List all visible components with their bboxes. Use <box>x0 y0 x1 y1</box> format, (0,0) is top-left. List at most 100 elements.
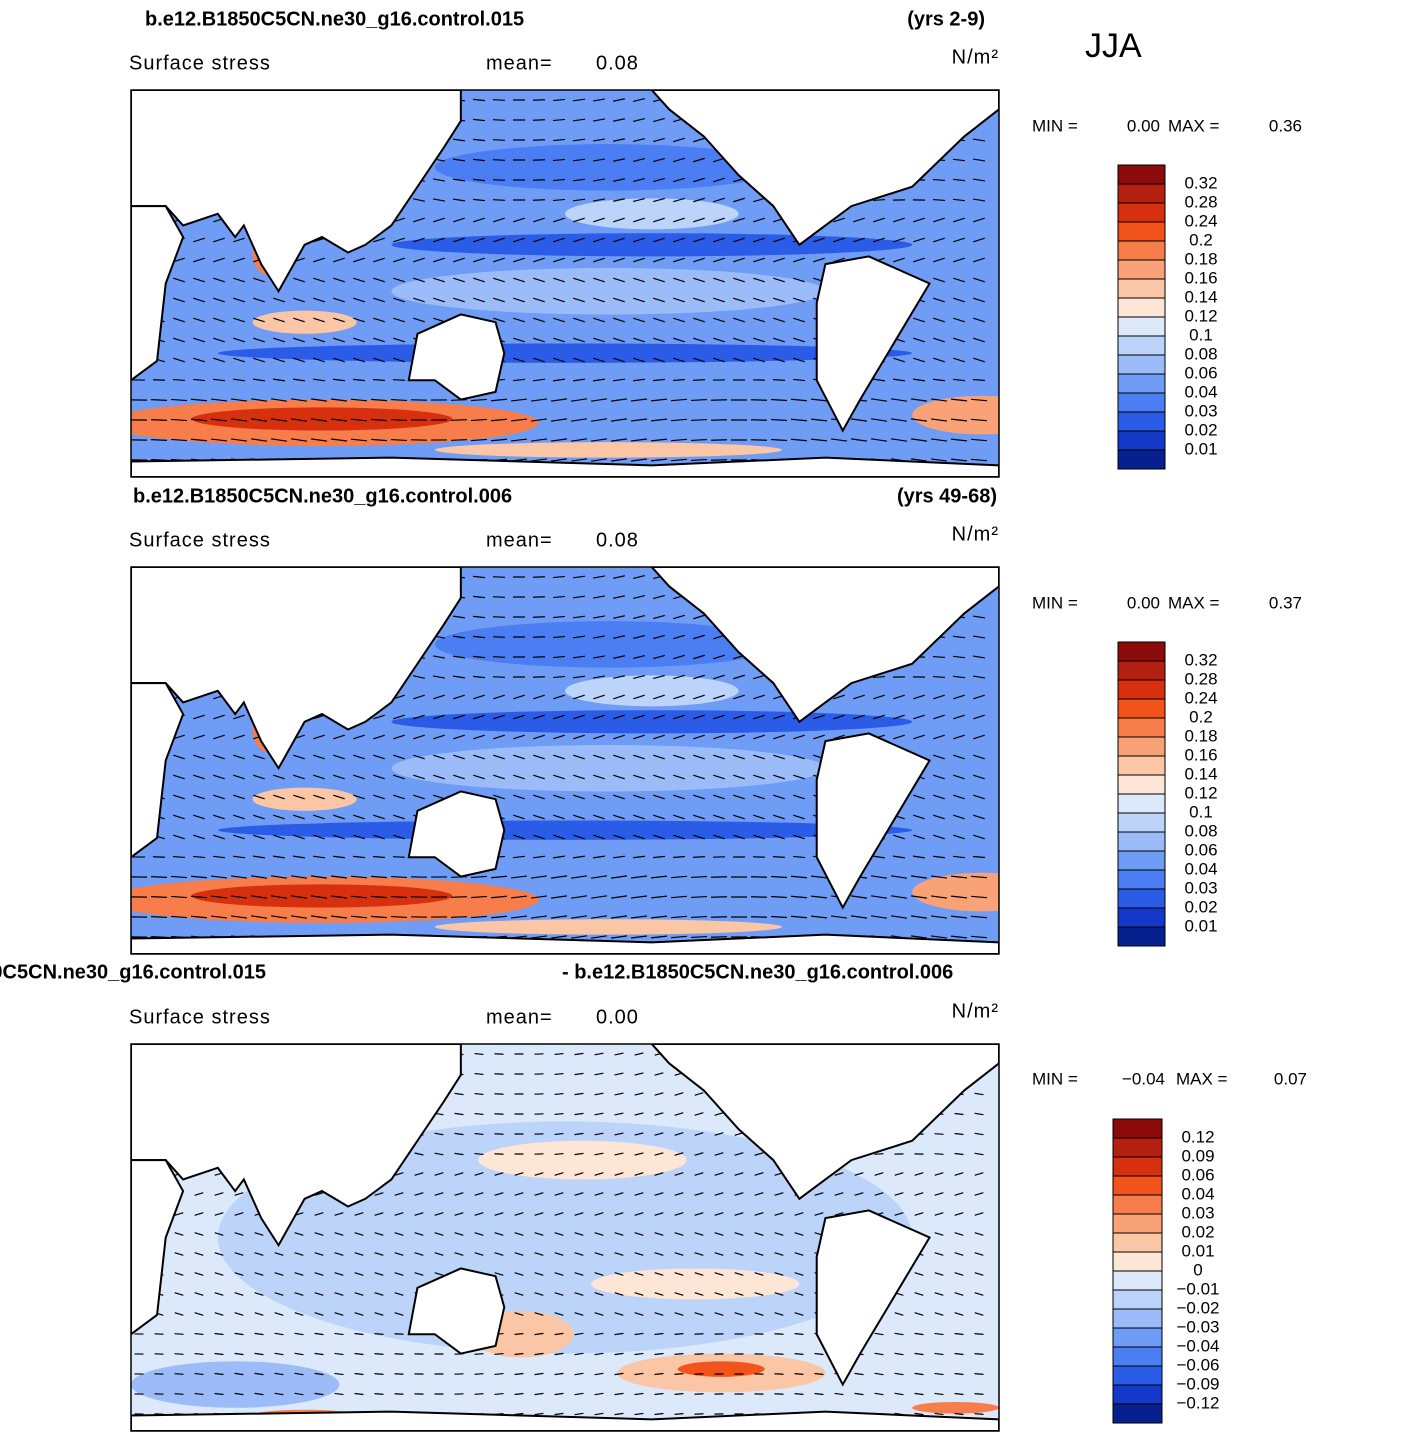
wind-vector <box>214 1252 224 1256</box>
wind-vector <box>212 378 226 382</box>
wind-vector <box>872 378 886 382</box>
wind-vector <box>633 217 645 223</box>
wind-vector <box>193 337 205 343</box>
wind-vector <box>330 398 348 402</box>
wind-vector <box>552 635 566 639</box>
wind-vector <box>790 915 808 919</box>
wind-vector <box>273 794 285 800</box>
wind-vector <box>893 357 905 363</box>
wind-vector <box>413 774 425 780</box>
wind-vector <box>694 1152 704 1156</box>
wind-vector <box>854 1192 864 1196</box>
wind-vector <box>814 1352 824 1356</box>
wind-vector <box>754 1152 764 1156</box>
case-title: b.e12.B1850C5CN.ne30_g16.control.015 <box>145 8 524 30</box>
wind-vector <box>714 1272 724 1276</box>
wind-vector <box>494 1252 504 1256</box>
colorbar-label: 0.28 <box>1184 192 1217 211</box>
wind-vector <box>973 834 985 840</box>
wind-vector <box>953 357 965 363</box>
wind-vector <box>930 398 948 402</box>
wind-vector <box>653 337 665 343</box>
wind-vector <box>873 217 885 223</box>
wind-vector <box>592 575 606 579</box>
wind-vector <box>492 576 506 578</box>
wind-vector <box>694 1413 704 1415</box>
wind-vector <box>374 1292 384 1296</box>
wind-vector <box>653 594 665 600</box>
wind-vector <box>473 297 485 303</box>
wind-vector <box>653 634 665 640</box>
wind-vector <box>633 337 645 343</box>
wind-vector <box>653 297 665 303</box>
stress-field <box>391 233 913 257</box>
wind-vector <box>613 277 625 283</box>
wind-vector <box>934 1252 944 1256</box>
wind-vector <box>950 915 968 919</box>
wind-vector <box>653 257 665 263</box>
wind-vector <box>394 1312 404 1316</box>
wind-vector <box>313 297 325 303</box>
colorbar-label: 0.06 <box>1181 1165 1214 1184</box>
wind-vector <box>354 1212 364 1216</box>
wind-vector <box>834 1192 844 1196</box>
wind-vector <box>614 1072 624 1076</box>
wind-vector <box>174 1252 184 1256</box>
wind-vector <box>530 875 548 879</box>
wind-vector <box>554 1312 564 1316</box>
wind-vector <box>653 794 665 800</box>
wind-vector <box>354 1332 364 1336</box>
wind-vector <box>452 615 466 619</box>
wind-vector <box>552 378 566 382</box>
wind-vector <box>614 1232 624 1236</box>
wind-vector <box>973 754 985 760</box>
wind-vector <box>314 1332 324 1336</box>
wind-vector <box>173 297 185 303</box>
wind-vector <box>954 1272 964 1276</box>
wind-vector <box>454 1192 464 1196</box>
wind-vector <box>650 438 668 442</box>
wind-vector <box>850 915 868 919</box>
colorbar-box <box>1117 183 1166 204</box>
wind-vector <box>550 915 568 919</box>
wind-vector <box>733 754 745 760</box>
wind-vector <box>253 277 265 283</box>
variable-name: Surface stress <box>129 529 271 551</box>
wind-vector <box>474 1052 484 1056</box>
wind-vector <box>650 935 668 939</box>
wind-vector <box>650 895 668 899</box>
wind-vector <box>713 674 725 680</box>
wind-vector <box>494 1272 504 1276</box>
wind-vector <box>654 1192 664 1196</box>
wind-vector <box>933 834 945 840</box>
wind-vector <box>534 1332 544 1336</box>
wind-vector <box>693 834 705 840</box>
wind-vector <box>613 257 625 263</box>
wind-vector <box>613 337 625 343</box>
wind-vector <box>192 855 206 859</box>
wind-vector <box>952 855 966 859</box>
wind-vector <box>674 1292 684 1296</box>
wind-vector <box>550 935 568 939</box>
wind-vector <box>250 398 268 402</box>
colorbar-label: 0.14 <box>1184 764 1217 783</box>
case-title: b.e12.B1850C5CN.ne30_g16.control.006 <box>133 485 512 507</box>
wind-vector <box>673 694 685 700</box>
wind-vector <box>333 317 345 323</box>
wind-vector <box>952 635 966 639</box>
wind-vector <box>514 1192 524 1196</box>
wind-vector <box>214 1352 224 1356</box>
wind-vector <box>333 794 345 800</box>
wind-vector <box>453 297 465 303</box>
wind-vector <box>532 159 546 161</box>
wind-vector <box>692 856 706 858</box>
wind-vector <box>974 1333 984 1335</box>
land <box>650 90 999 247</box>
wind-vector <box>750 419 768 421</box>
wind-vector <box>450 439 468 441</box>
wind-vector <box>753 277 765 283</box>
wind-vector <box>970 418 988 422</box>
wind-vector <box>714 1232 724 1236</box>
wind-vector <box>273 317 285 323</box>
